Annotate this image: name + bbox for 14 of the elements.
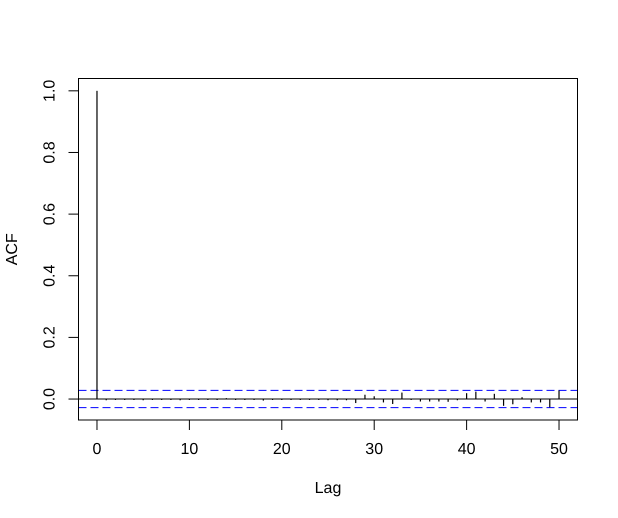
y-tick-label: 1.0 (42, 80, 58, 102)
x-tick-label: 30 (365, 441, 384, 458)
y-tick-label: 0.0 (42, 388, 58, 410)
x-tick-label: 20 (272, 441, 291, 458)
y-tick-label: 0.2 (42, 326, 58, 349)
y-tick-label: 0.8 (42, 141, 58, 164)
x-tick-label: 10 (180, 441, 198, 458)
x-tick-label: 0 (92, 441, 102, 458)
x-tick-label: 50 (550, 441, 568, 458)
x-axis-title: Lag (314, 480, 342, 497)
y-axis-title: ACF (4, 233, 21, 266)
y-tick-label: 0.4 (42, 264, 58, 287)
y-tick-label: 0.6 (42, 202, 58, 226)
x-tick-label: 40 (458, 441, 476, 458)
